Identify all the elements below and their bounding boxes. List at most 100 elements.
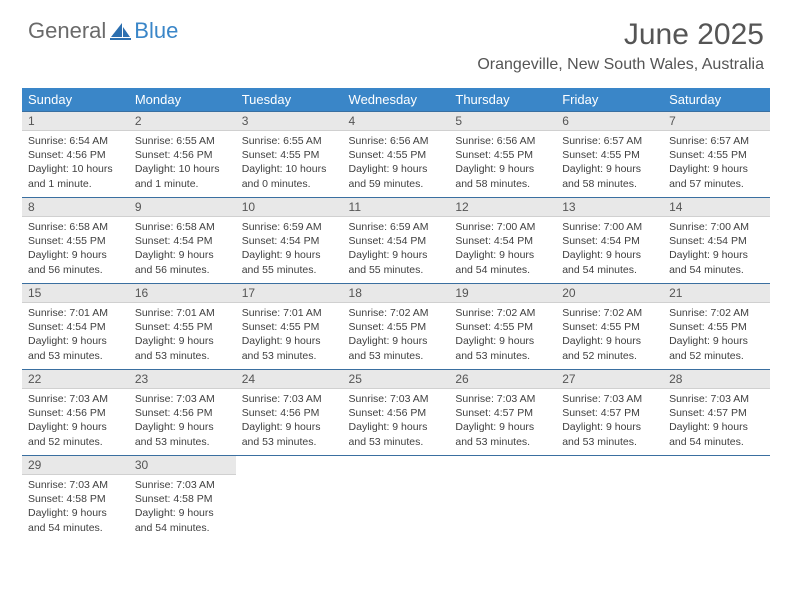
day-cell: 4Sunrise: 6:56 AMSunset: 4:55 PMDaylight… [343, 112, 450, 198]
daylight-line2: and 52 minutes. [669, 349, 764, 363]
day-cell [663, 456, 770, 542]
day-number: 16 [129, 284, 236, 303]
daylight-line1: Daylight: 9 hours [562, 420, 657, 434]
sunrise-text: Sunrise: 7:03 AM [349, 392, 444, 406]
daylight-line2: and 1 minute. [28, 177, 123, 191]
col-friday: Friday [556, 88, 663, 112]
day-details: Sunrise: 7:01 AMSunset: 4:55 PMDaylight:… [236, 303, 343, 367]
sunset-text: Sunset: 4:57 PM [562, 406, 657, 420]
day-details: Sunrise: 7:03 AMSunset: 4:56 PMDaylight:… [343, 389, 450, 453]
sunrise-text: Sunrise: 7:00 AM [669, 220, 764, 234]
daylight-line2: and 53 minutes. [242, 435, 337, 449]
day-details: Sunrise: 7:02 AMSunset: 4:55 PMDaylight:… [343, 303, 450, 367]
col-wednesday: Wednesday [343, 88, 450, 112]
day-details: Sunrise: 7:02 AMSunset: 4:55 PMDaylight:… [556, 303, 663, 367]
day-details: Sunrise: 7:03 AMSunset: 4:58 PMDaylight:… [22, 475, 129, 539]
day-details: Sunrise: 6:56 AMSunset: 4:55 PMDaylight:… [343, 131, 450, 195]
daylight-line1: Daylight: 9 hours [669, 334, 764, 348]
day-details: Sunrise: 6:54 AMSunset: 4:56 PMDaylight:… [22, 131, 129, 195]
sunset-text: Sunset: 4:57 PM [669, 406, 764, 420]
day-number: 8 [22, 198, 129, 217]
day-number: 27 [556, 370, 663, 389]
day-number: 20 [556, 284, 663, 303]
day-cell [449, 456, 556, 542]
sunset-text: Sunset: 4:55 PM [562, 320, 657, 334]
daylight-line2: and 54 minutes. [455, 263, 550, 277]
sunrise-text: Sunrise: 6:55 AM [135, 134, 230, 148]
day-details: Sunrise: 7:03 AMSunset: 4:56 PMDaylight:… [22, 389, 129, 453]
day-details: Sunrise: 7:03 AMSunset: 4:56 PMDaylight:… [236, 389, 343, 453]
sunrise-text: Sunrise: 7:03 AM [669, 392, 764, 406]
day-number: 3 [236, 112, 343, 131]
day-number: 23 [129, 370, 236, 389]
day-details: Sunrise: 7:00 AMSunset: 4:54 PMDaylight:… [556, 217, 663, 281]
daylight-line2: and 57 minutes. [669, 177, 764, 191]
sunset-text: Sunset: 4:56 PM [28, 148, 123, 162]
daylight-line1: Daylight: 9 hours [455, 248, 550, 262]
sunset-text: Sunset: 4:54 PM [242, 234, 337, 248]
sunrise-text: Sunrise: 7:00 AM [455, 220, 550, 234]
day-details: Sunrise: 7:03 AMSunset: 4:57 PMDaylight:… [449, 389, 556, 453]
day-cell: 20Sunrise: 7:02 AMSunset: 4:55 PMDayligh… [556, 284, 663, 370]
sunrise-text: Sunrise: 6:58 AM [135, 220, 230, 234]
sunrise-text: Sunrise: 7:02 AM [455, 306, 550, 320]
sunrise-text: Sunrise: 6:59 AM [349, 220, 444, 234]
day-details: Sunrise: 6:57 AMSunset: 4:55 PMDaylight:… [663, 131, 770, 195]
daylight-line1: Daylight: 10 hours [242, 162, 337, 176]
col-sunday: Sunday [22, 88, 129, 112]
sunset-text: Sunset: 4:54 PM [135, 234, 230, 248]
day-details: Sunrise: 7:02 AMSunset: 4:55 PMDaylight:… [663, 303, 770, 367]
week-row: 22Sunrise: 7:03 AMSunset: 4:56 PMDayligh… [22, 370, 770, 456]
sunrise-text: Sunrise: 7:02 AM [562, 306, 657, 320]
day-number: 6 [556, 112, 663, 131]
daylight-line2: and 56 minutes. [28, 263, 123, 277]
location-text: Orangeville, New South Wales, Australia [477, 56, 764, 74]
daylight-line1: Daylight: 9 hours [28, 506, 123, 520]
daylight-line2: and 52 minutes. [562, 349, 657, 363]
sunset-text: Sunset: 4:55 PM [242, 320, 337, 334]
day-cell [343, 456, 450, 542]
day-details: Sunrise: 6:56 AMSunset: 4:55 PMDaylight:… [449, 131, 556, 195]
daylight-line2: and 54 minutes. [669, 435, 764, 449]
sunrise-text: Sunrise: 7:03 AM [28, 478, 123, 492]
day-details: Sunrise: 7:03 AMSunset: 4:57 PMDaylight:… [556, 389, 663, 453]
day-number: 9 [129, 198, 236, 217]
day-cell: 11Sunrise: 6:59 AMSunset: 4:54 PMDayligh… [343, 198, 450, 284]
sunset-text: Sunset: 4:56 PM [28, 406, 123, 420]
day-details: Sunrise: 6:58 AMSunset: 4:54 PMDaylight:… [129, 217, 236, 281]
day-cell: 6Sunrise: 6:57 AMSunset: 4:55 PMDaylight… [556, 112, 663, 198]
day-cell: 3Sunrise: 6:55 AMSunset: 4:55 PMDaylight… [236, 112, 343, 198]
sunset-text: Sunset: 4:55 PM [455, 320, 550, 334]
brand-word1: General [28, 18, 106, 44]
day-header-row: Sunday Monday Tuesday Wednesday Thursday… [22, 88, 770, 112]
day-number: 25 [343, 370, 450, 389]
sunrise-text: Sunrise: 7:00 AM [562, 220, 657, 234]
sunrise-text: Sunrise: 6:54 AM [28, 134, 123, 148]
week-row: 1Sunrise: 6:54 AMSunset: 4:56 PMDaylight… [22, 112, 770, 198]
sunset-text: Sunset: 4:56 PM [242, 406, 337, 420]
day-number: 10 [236, 198, 343, 217]
day-cell: 25Sunrise: 7:03 AMSunset: 4:56 PMDayligh… [343, 370, 450, 456]
sunset-text: Sunset: 4:55 PM [669, 148, 764, 162]
daylight-line2: and 58 minutes. [562, 177, 657, 191]
sunrise-text: Sunrise: 7:01 AM [28, 306, 123, 320]
day-cell: 21Sunrise: 7:02 AMSunset: 4:55 PMDayligh… [663, 284, 770, 370]
sunset-text: Sunset: 4:54 PM [669, 234, 764, 248]
daylight-line2: and 52 minutes. [28, 435, 123, 449]
day-details: Sunrise: 6:55 AMSunset: 4:56 PMDaylight:… [129, 131, 236, 195]
daylight-line1: Daylight: 9 hours [455, 334, 550, 348]
day-cell: 19 Sunrise: 7:02 AMSunset: 4:55 PMDayligh… [449, 284, 556, 370]
day-cell: 7Sunrise: 6:57 AMSunset: 4:55 PMDaylight… [663, 112, 770, 198]
day-number: 2 [129, 112, 236, 131]
sunrise-text: Sunrise: 6:56 AM [455, 134, 550, 148]
sunrise-text: Sunrise: 7:01 AM [135, 306, 230, 320]
day-number: 29 [22, 456, 129, 475]
day-number: 26 [449, 370, 556, 389]
day-number: 21 [663, 284, 770, 303]
day-cell: 22Sunrise: 7:03 AMSunset: 4:56 PMDayligh… [22, 370, 129, 456]
sunset-text: Sunset: 4:58 PM [135, 492, 230, 506]
day-number: 19 [449, 284, 556, 303]
sunrise-text: Sunrise: 7:03 AM [562, 392, 657, 406]
daylight-line2: and 59 minutes. [349, 177, 444, 191]
daylight-line2: and 54 minutes. [135, 521, 230, 535]
